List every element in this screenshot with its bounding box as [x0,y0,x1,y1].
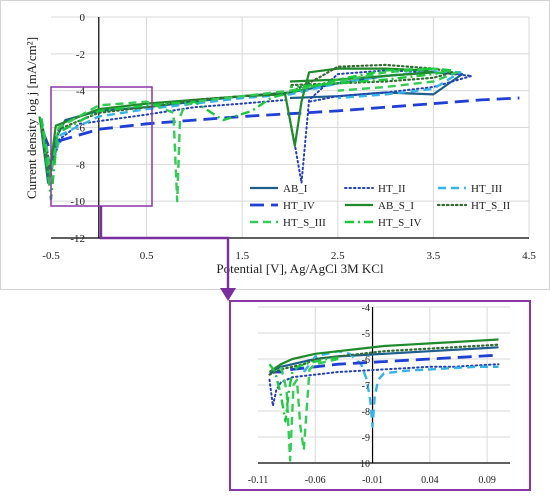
main-x-tick-label: 4.5 [522,250,536,262]
main-x-tick-label: 0.5 [140,250,154,262]
main-chart-frame [0,0,550,290]
inset-y-tick-label: -4 [362,303,370,314]
legend-label-ab-s-i: AB_S_I [378,200,414,212]
main-y-tick-label: -4 [76,86,86,98]
main-chart-xlabel: Potential [V], Ag/AgCl 3M KCl [216,261,384,276]
inset-y-tick-label: -9 [362,433,370,444]
main-x-tick-label: 3.5 [427,250,441,262]
main-y-tick-label: -6 [76,123,86,135]
main-y-tick-label: 0 [80,12,86,24]
main-y-tick-label: -8 [76,159,86,171]
legend-label-ht-s-ii: HT_S_II [471,200,510,212]
inset-x-tick-label: 0.09 [478,475,496,486]
inset-series-ab-s-i [268,338,499,373]
inset-series-ht-ii [268,363,500,407]
main-series-ht-ii [40,69,473,184]
inset-chart-tick-labels: -0.11 -0.06 -0.01 0.04 0.09 -4 -5 -6 -7 -8 -9 10 [248,303,496,486]
main-y-tick-label: -10 [70,196,85,208]
legend-label-ab-i: AB_I [283,183,308,195]
inset-series-ht-s-iii [279,357,339,462]
main-x-tick-label: 2.5 [331,250,345,262]
inset-y-tick-label: -7 [362,381,370,392]
zoom-connector-arrowhead [220,288,236,301]
main-y-tick-label: -2 [76,49,85,61]
inset-series-ht-s-iv [268,356,339,423]
main-series-ab-s-i [38,67,435,179]
inset-chart-series [268,338,500,462]
main-series-ht-s-iii [40,67,459,203]
legend-label-ht-iii: HT_III [471,183,502,195]
main-series-ht-iii [40,70,462,173]
main-chart-legend: AB_I HT_II HT_III HT_IV AB_S_I HT_S_II HT_S_II… [250,183,510,229]
inset-chart-axes [258,307,510,464]
inset-series-ht-s-ii [268,343,500,376]
main-chart-ylabel: Current density log j [mA/cm²] [24,37,39,199]
inset-series-ht-iv [269,353,499,374]
main-y-tick-label: -12 [70,233,85,245]
inset-y-tick-label: -5 [362,329,370,340]
legend-label-ht-s-iv: HT_S_IV [378,217,421,229]
legend-label-ht-iv: HT_IV [283,200,315,212]
main-chart-tick-labels: -0.5 0.5 1.5 2.5 3.5 4.5 0 -2 -4 -6 -8 -10 -12 [42,12,536,262]
main-series-ht-iv [42,96,520,159]
main-x-tick-label: 1.5 [235,250,249,262]
inset-y-tick-label: 10 [360,459,370,470]
inset-x-tick-label: -0.01 [362,475,383,486]
zoom-connector-arrow [99,206,230,294]
inset-x-tick-label: -0.11 [248,475,268,486]
main-series-ht-s-ii [40,63,454,173]
inset-y-tick-label: -6 [362,355,370,366]
inset-x-tick-label: -0.06 [305,475,326,486]
legend-label-ht-ii: HT_II [378,183,406,195]
main-series-ht-s-iv [40,67,454,201]
main-chart-series [38,63,520,203]
main-x-tick-label: -0.5 [42,250,60,262]
inset-x-tick-label: 0.04 [421,475,439,486]
inset-series-ht-iii [302,350,499,428]
inset-y-tick-label: -8 [362,407,370,418]
legend-label-ht-s-iii: HT_S_III [283,217,326,229]
